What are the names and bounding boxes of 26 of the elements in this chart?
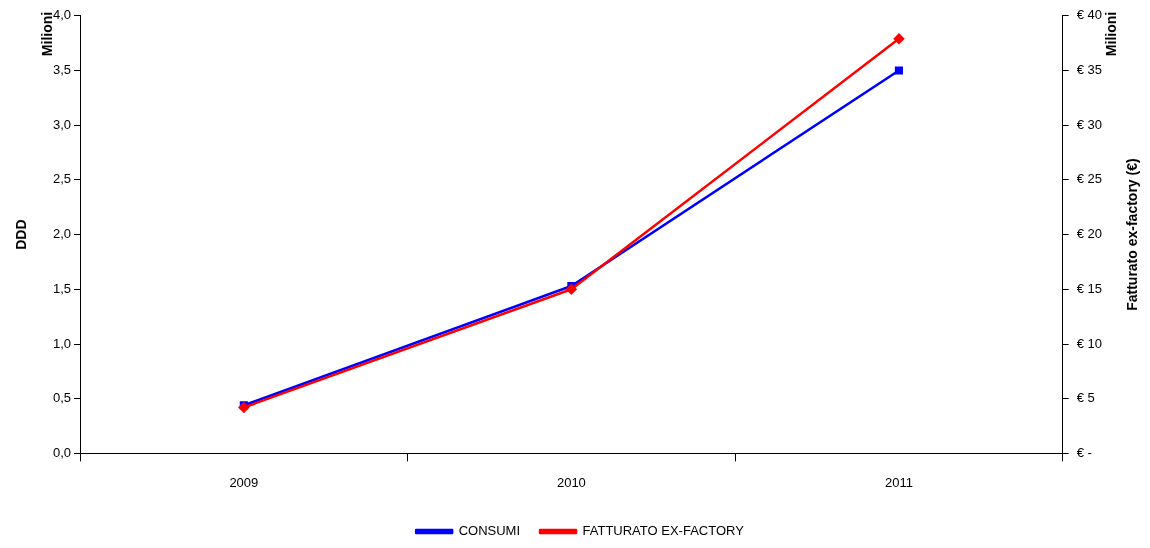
x-tick-label: 2011	[884, 474, 913, 490]
y-tick-label: 2,5	[52, 171, 72, 187]
y2-tick-label: € 35	[1076, 62, 1103, 78]
y2-axis-title: Fatturato ex-factory (€)	[1123, 158, 1140, 311]
y2-tick-label: € 40	[1076, 7, 1103, 23]
text: Milioni	[1102, 11, 1119, 57]
y-tick-label: 0,5	[52, 390, 72, 406]
y-tick-label: 2,0	[52, 226, 72, 242]
y-tick-label: 1,0	[52, 335, 72, 351]
y-axis-title: DDD	[12, 219, 29, 250]
y-tick-label: 4,0	[52, 7, 72, 23]
y2-tick-label: € 5	[1076, 390, 1095, 406]
y-tick-label: 3,0	[52, 116, 72, 132]
y2-tick-label: € 20	[1076, 226, 1103, 242]
x-tick-label: 2009	[229, 474, 259, 490]
y2-tick-label: € 30	[1076, 116, 1103, 132]
y2-tick-label: € 25	[1076, 171, 1103, 187]
x-tick-label: 2010	[556, 474, 586, 490]
y2-tick-label: € -	[1076, 444, 1092, 460]
y2-tick-label: € 15	[1076, 280, 1103, 296]
y-tick-label: 0,0	[52, 444, 72, 460]
legend-label: FATTURATO EX-FACTORY	[582, 523, 745, 539]
y2-tick-label: € 10	[1076, 335, 1103, 351]
y-tick-label: 1,5	[52, 280, 72, 296]
y-tick-label: 3,5	[52, 62, 72, 78]
legend-label: CONSUMI	[458, 523, 521, 539]
